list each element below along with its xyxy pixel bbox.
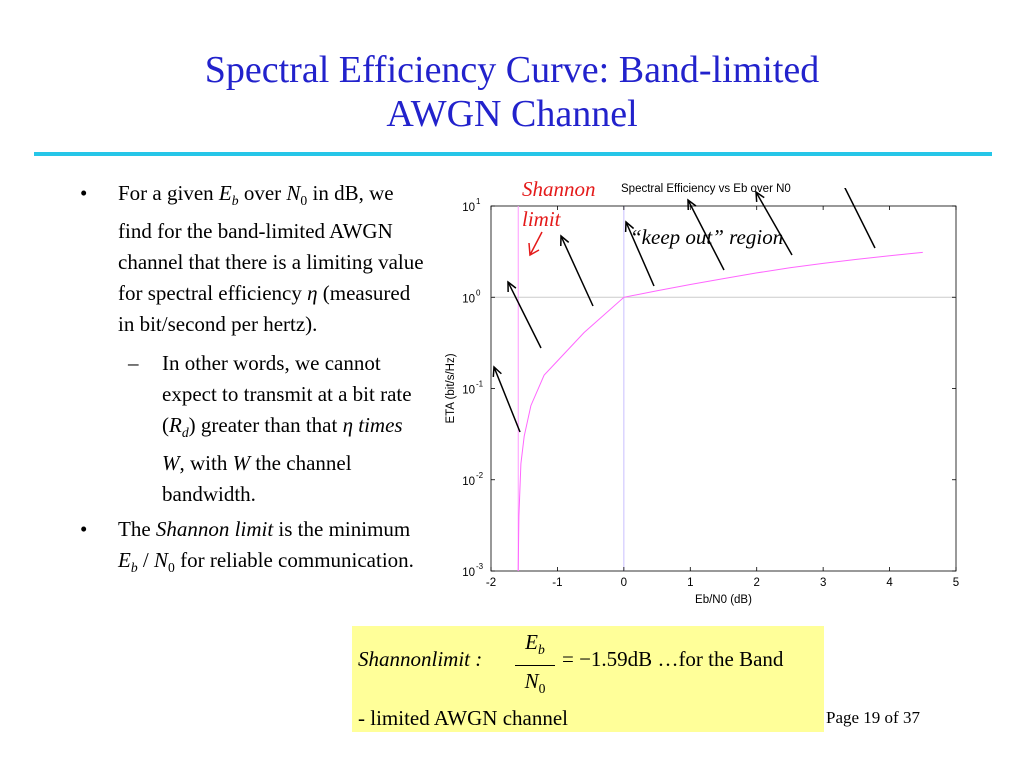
title-line-2: AWGN Channel (386, 93, 638, 135)
formula-numerator: Eb (515, 629, 555, 663)
bullet-2-text: The (118, 517, 156, 542)
formula-box: Shannonlimit : Eb N0 = −1.59dB …for the … (352, 626, 824, 732)
shannon-limit-term: Shannon limit (155, 517, 274, 542)
formula-e-sub: b (538, 642, 545, 658)
x-tick-label: 3 (820, 577, 826, 589)
formula-rhs: = −1.59dB …for the Band (562, 647, 784, 671)
eb-subscript: b (231, 193, 239, 209)
n0-subscript: 0 (300, 193, 308, 209)
bullet-2-text: for reliable communication. (174, 548, 414, 573)
spectral-efficiency-curve (517, 251, 923, 572)
arrow-head-icon (687, 198, 697, 211)
rd-subscript: d (181, 425, 189, 441)
formula-lhs: Shannonlimit : (358, 647, 483, 671)
eb-symbol: E (118, 548, 131, 573)
bullet-marker: • (80, 517, 88, 542)
bullet-marker: • (80, 181, 88, 205)
keep-out-annotation: “keep out” region (630, 225, 784, 249)
n0-symbol: N (154, 548, 169, 573)
y-tick-exponent: -1 (476, 380, 484, 389)
arrow-head-icon (624, 220, 635, 233)
y-tick-exponent: -3 (476, 562, 484, 571)
keep-out-arrow (844, 188, 876, 249)
x-tick-label: 2 (754, 577, 760, 589)
n0-subscript: 0 (168, 560, 175, 576)
y-tick-label: 10 (462, 567, 475, 579)
y-tick-label: 10 (462, 202, 475, 214)
slide-title: Spectral Efficiency Curve: Band-limited … (0, 48, 1024, 136)
arrow-head-icon (507, 280, 517, 293)
keep-out-arrow (625, 221, 655, 287)
sub-bullet-marker: – (128, 351, 139, 376)
formula-n-sub: 0 (538, 681, 546, 697)
x-axis-label: Eb/N0 (dB) (695, 594, 752, 606)
page-number: Page 19 of 37 (826, 708, 920, 727)
x-tick-label: 5 (953, 577, 959, 589)
y-tick-exponent: 0 (476, 288, 481, 297)
y-axis-label: ETA (bit/s/Hz) (445, 353, 457, 423)
sub-bullet-text: ) greater than that (188, 413, 343, 438)
eb-symbol: E (218, 181, 232, 205)
x-tick-label: 1 (687, 577, 693, 589)
sub-bullet-text: In other words, we cannot expect to tran… (162, 351, 412, 438)
shannon-limit-arrow (529, 231, 543, 256)
formula-denominator: N0 (515, 668, 555, 702)
bullet-list: • For a given Eb over N0 in dB, we find … (76, 178, 428, 584)
chart-title: Spectral Efficiency vs Eb over N0 (621, 183, 791, 195)
bullet-2-text: is the minimum (273, 517, 411, 542)
y-tick-label: 10 (462, 293, 475, 305)
y-tick-label: 10 (462, 476, 475, 488)
times-w-text: times W (162, 413, 403, 476)
formula-fraction: Eb N0 (515, 629, 555, 702)
y-tick-label: 10 (462, 385, 475, 397)
title-line-1: Spectral Efficiency Curve: Band-limited (204, 49, 820, 91)
w-symbol: W (232, 451, 251, 476)
x-tick-label: -2 (486, 577, 496, 589)
y-tick-exponent: 1 (476, 197, 481, 206)
sub-bullet-1: – In other words, we cannot expect to tr… (76, 348, 428, 510)
formula-e: E (525, 630, 538, 654)
rd-symbol: R (169, 413, 182, 438)
formula-n: N (524, 669, 539, 694)
bullet-1-text: For a given (118, 181, 219, 205)
keep-out-arrow (687, 199, 725, 271)
arrow-head-icon (492, 365, 502, 378)
sub-bullet-text: , with (179, 451, 233, 476)
slash: / (137, 548, 154, 573)
shannon-limit-annotation: Shannon limit (522, 177, 596, 231)
keep-out-arrow (560, 235, 594, 307)
arrow-head-icon (560, 234, 570, 247)
bullet-2: • The Shannon limit is the minimum Eb / … (76, 514, 428, 583)
sub-bullet-text: the channel bandwidth. (162, 451, 352, 507)
arrow-head-icon (528, 242, 540, 257)
x-tick-label: 4 (886, 577, 893, 589)
title-divider (34, 152, 992, 156)
n0-symbol: N (286, 181, 301, 205)
eta-symbol: η (307, 281, 318, 306)
fraction-bar (515, 665, 555, 667)
y-tick-exponent: -2 (476, 471, 484, 480)
formula-line-2: - limited AWGN channel (358, 706, 569, 730)
x-tick-label: -1 (552, 577, 562, 589)
keep-out-arrow (755, 191, 793, 256)
arrow-head-icon (755, 190, 765, 203)
x-tick-label: 0 (621, 577, 627, 589)
bullet-1-text: over (238, 181, 287, 205)
keep-out-arrow (507, 281, 542, 349)
bullet-1-text: in dB, we find for the band-limited AWGN… (118, 181, 424, 306)
eb-subscript: b (130, 560, 138, 576)
bullet-1: • For a given Eb over N0 in dB, we find … (76, 178, 428, 340)
plot-frame (490, 205, 957, 572)
bullet-1-text: (measured in bit/second per hertz). (118, 281, 411, 337)
keep-out-arrow (493, 366, 521, 433)
eta-symbol: η (342, 413, 353, 438)
